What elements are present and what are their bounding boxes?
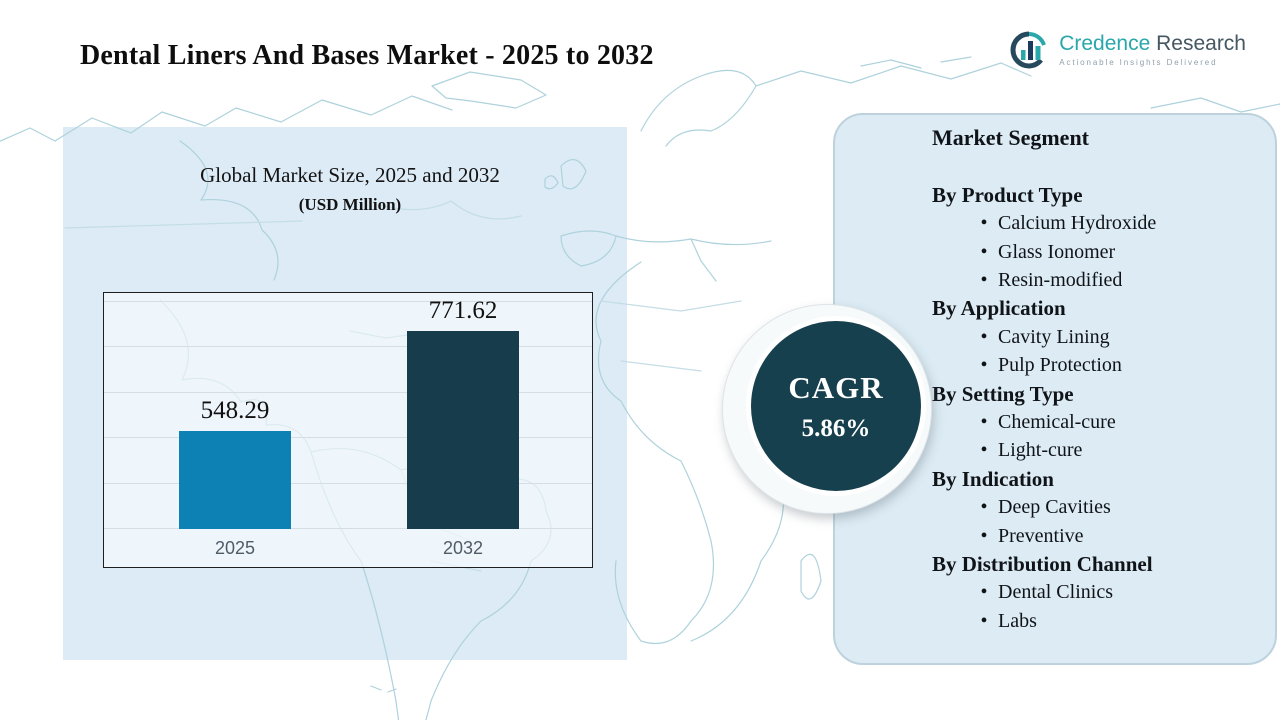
segment-item: • Resin-modified <box>970 266 1257 294</box>
segment-item-label: Chemical-cure <box>998 411 1116 434</box>
logo-tagline: Actionable Insights Delivered <box>1059 57 1218 67</box>
panel-title: Market Segment <box>932 125 1090 150</box>
credence-research-logo: Credence Research Actionable Insights De… <box>1007 26 1246 72</box>
bullet-icon: • <box>980 354 988 377</box>
segment-item-label: Resin-modified <box>998 269 1123 292</box>
segment-item: • Preventive <box>970 522 1257 550</box>
segment-item-label: Cavity Lining <box>998 325 1110 348</box>
bullet-icon: • <box>980 581 988 604</box>
bar-chart: 548.29 771.62 2025 2032 <box>103 292 593 568</box>
bar-value-2025: 548.29 <box>200 397 270 424</box>
cagr-badge: CAGR 5.86% <box>746 316 926 496</box>
segment-item: • Dental Clinics <box>970 578 1257 606</box>
bullet-icon: • <box>980 496 988 519</box>
bar-chart-circle-icon <box>1010 31 1047 69</box>
cagr-value: 5.86% <box>801 414 871 442</box>
segment-item: • Pulp Protection <box>970 351 1257 379</box>
bullet-icon: • <box>980 439 988 462</box>
chart-heading: Global Market Size, 2025 and 2032 (USD M… <box>103 163 597 215</box>
segment-item-label: Pulp Protection <box>998 354 1122 377</box>
segment-item: • Labs <box>970 607 1257 635</box>
segment-item-label: Light-cure <box>998 439 1083 462</box>
segment-item: • Chemical-cure <box>970 408 1257 436</box>
segment-item-label: Preventive <box>998 524 1084 547</box>
bullet-icon: • <box>980 609 988 632</box>
segment-item-label: Dental Clinics <box>998 581 1113 604</box>
bar-group-2025: 548.29 <box>155 397 315 529</box>
segment-item-label: Calcium Hydroxide <box>998 212 1157 235</box>
chart-title: Global Market Size, 2025 and 2032 <box>200 163 500 187</box>
axis-label-2032: 2032 <box>442 538 484 558</box>
segment-item: • Light-cure <box>970 436 1257 464</box>
segment-heading-distribution-channel: By Distribution Channel <box>932 552 1153 577</box>
segment-item-label: Labs <box>998 609 1037 632</box>
segment-item: • Glass Ionomer <box>970 238 1257 266</box>
segment-item-label: Glass Ionomer <box>998 240 1116 263</box>
axis-label-2025: 2025 <box>214 538 256 558</box>
bar-2025 <box>179 431 291 529</box>
cagr-label: CAGR <box>788 369 884 405</box>
bullet-icon: • <box>980 524 988 547</box>
bullet-icon: • <box>980 269 988 292</box>
bullet-icon: • <box>980 212 988 235</box>
segment-heading-indication: By Indication <box>932 466 1054 491</box>
page-title: Dental Liners And Bases Market - 2025 to… <box>80 40 654 71</box>
segment-heading-setting-type: By Setting Type <box>932 381 1074 406</box>
logo-brand-second: Research <box>1156 31 1246 55</box>
bullet-icon: • <box>980 411 988 434</box>
bullet-icon: • <box>980 240 988 263</box>
logo-brand-first: Credence <box>1059 31 1151 55</box>
chart-subtitle: (USD Million) <box>298 195 402 214</box>
logo-brand-text: Credence Research <box>1059 32 1246 56</box>
segment-item-label: Deep Cavities <box>998 496 1111 519</box>
segment-item: • Deep Cavities <box>970 493 1257 521</box>
segment-heading-application: By Application <box>932 296 1066 321</box>
segment-item: • Cavity Lining <box>970 323 1257 351</box>
bar-value-2032: 771.62 <box>428 297 498 324</box>
segment-item: • Calcium Hydroxide <box>970 209 1257 237</box>
bullet-icon: • <box>980 325 988 348</box>
bar-group-2032: 771.62 <box>383 297 543 529</box>
segment-heading-product-type: By Product Type <box>932 182 1083 207</box>
bar-2032 <box>407 331 519 529</box>
